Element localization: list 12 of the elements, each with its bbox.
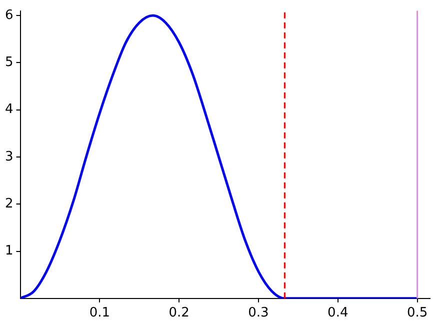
- x-tick-label: 0.1: [89, 306, 110, 321]
- x-tick-label: 0.2: [168, 306, 190, 321]
- x-tick-label: 0.3: [248, 306, 269, 321]
- x-tick-label: 0.5: [406, 306, 428, 321]
- y-tick-label: 4: [4, 102, 14, 118]
- y-tick-label: 2: [4, 196, 14, 212]
- x-tick-label: 0.4: [328, 306, 348, 321]
- y-tick-label: 5: [4, 55, 14, 70]
- y-tick-label: 1: [4, 244, 14, 259]
- y-tick-label: 6: [4, 8, 14, 23]
- line-series: [20, 14, 419, 298]
- y-tick-label: 3: [4, 149, 14, 164]
